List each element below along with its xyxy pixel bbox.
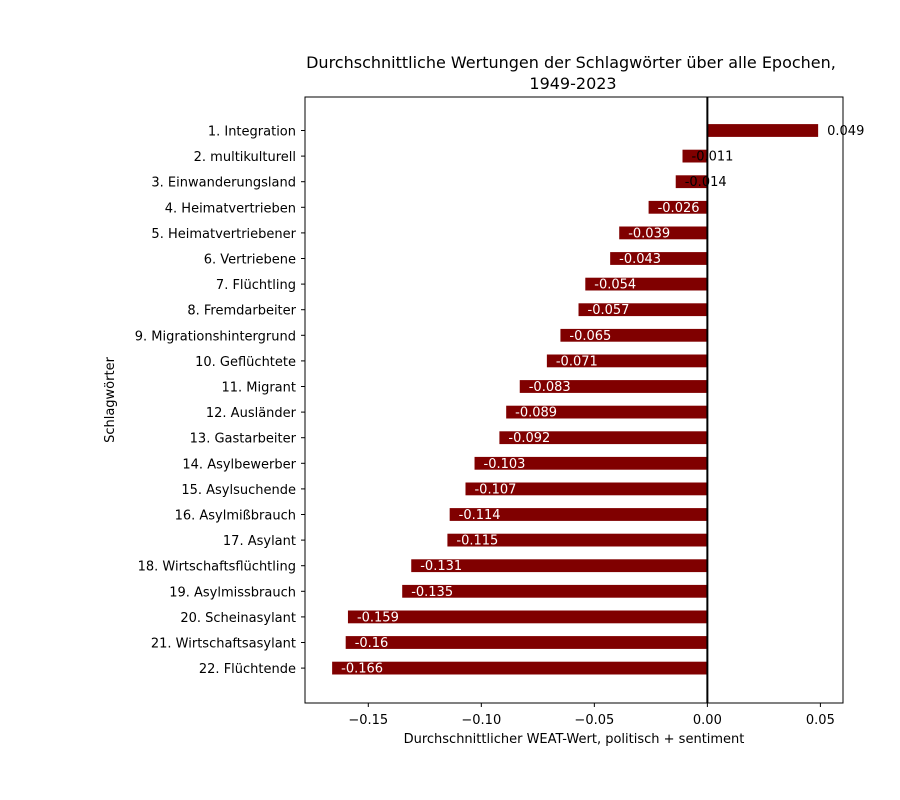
y-tick-label: 10. Geflüchtete xyxy=(195,355,296,370)
bar xyxy=(332,661,708,675)
y-tick-label: 16. Asylmißbrauch xyxy=(175,509,296,524)
bar xyxy=(474,456,708,470)
x-tick-label: −0.05 xyxy=(574,713,614,728)
bar xyxy=(345,636,708,649)
bar xyxy=(675,175,708,189)
bar xyxy=(546,354,708,368)
bar xyxy=(648,200,708,214)
data-label: -0.043 xyxy=(619,252,661,267)
y-tick-label: 2. multikulturell xyxy=(194,150,296,165)
plot-frame xyxy=(304,96,844,704)
y-tick-label: 19. Asylmissbrauch xyxy=(169,585,296,600)
y-tick-label: 5. Heimatvertriebener xyxy=(151,227,296,242)
y-tick-label: 15. Asylsuchende xyxy=(181,483,296,498)
y-tick-label: 7. Flüchtling xyxy=(216,278,296,293)
bar xyxy=(585,277,708,291)
data-label: -0.057 xyxy=(588,303,630,318)
y-tick-label: 21. Wirtschaftsasylant xyxy=(151,637,296,652)
y-tick-label: 18. Wirtschaftsflüchtling xyxy=(138,560,296,575)
y-tick-label: 22. Flüchtende xyxy=(199,662,296,677)
data-label: -0.011 xyxy=(692,150,734,165)
data-label: -0.159 xyxy=(357,610,399,625)
x-tick-label: −0.15 xyxy=(348,713,388,728)
x-tick-label: 0.05 xyxy=(806,713,835,728)
y-axis-ticks: 1. Integration 2. multikulturell 3. Einwan… xyxy=(135,125,305,677)
data-label: -0.071 xyxy=(556,354,598,369)
data-label: -0.054 xyxy=(594,278,636,293)
data-label: -0.135 xyxy=(411,585,453,600)
y-tick-label: 3. Einwanderungsland xyxy=(151,176,296,191)
x-axis-ticks: −0.15 −0.10 −0.05 0.00 0.05 xyxy=(348,703,835,728)
data-label: -0.103 xyxy=(484,457,526,472)
data-label: -0.039 xyxy=(628,226,670,241)
y-tick-label: 9. Migrationshintergrund xyxy=(135,329,296,344)
x-tick-label: −0.10 xyxy=(461,713,501,728)
bars-layer xyxy=(332,124,819,675)
bar xyxy=(610,252,708,265)
bar xyxy=(449,508,708,521)
data-label: 0.049 xyxy=(827,124,864,139)
y-tick-label: 11. Migrant xyxy=(221,381,296,396)
y-tick-label: 17. Asylant xyxy=(223,534,296,549)
bar xyxy=(619,226,708,240)
x-axis-label: Durchschnittlicher WEAT-Wert, politisch … xyxy=(404,732,745,747)
x-tick-label: 0.00 xyxy=(693,713,722,728)
data-label: -0.026 xyxy=(658,201,700,216)
bar xyxy=(682,149,708,163)
data-label: -0.065 xyxy=(569,329,611,344)
bar xyxy=(347,610,708,624)
data-label: -0.014 xyxy=(685,175,727,190)
y-tick-label: 8. Fremdarbeiter xyxy=(187,304,296,319)
bar xyxy=(402,584,708,598)
y-tick-label: 12. Ausländer xyxy=(206,406,297,421)
y-axis-label: Schlagwörter xyxy=(103,356,118,442)
data-label: -0.114 xyxy=(459,508,501,523)
y-tick-label: 13. Gastarbeiter xyxy=(190,432,297,447)
data-label: -0.089 xyxy=(515,406,557,421)
y-tick-label: 1. Integration xyxy=(208,125,296,140)
bar xyxy=(506,405,708,419)
bar xyxy=(411,559,708,573)
value-labels-layer: 0.049 -0.011 -0.014 -0.026 -0.039 -0.043 -0.05… xyxy=(341,124,864,677)
y-tick-label: 6. Vertriebene xyxy=(204,253,296,268)
y-tick-label: 14. Asylbewerber xyxy=(182,457,296,472)
bar xyxy=(519,380,708,393)
data-label: -0.092 xyxy=(508,431,550,446)
data-label: -0.131 xyxy=(420,559,462,574)
bar xyxy=(578,303,708,317)
y-tick-label: 20. Scheinasylant xyxy=(180,611,296,626)
bar xyxy=(499,431,708,445)
data-label: -0.166 xyxy=(341,662,383,677)
chart-subtitle: 1949-2023 xyxy=(529,74,616,93)
bar xyxy=(465,482,708,496)
chart-title: Durchschnittliche Wertungen der Schlagwö… xyxy=(306,53,836,72)
data-label: -0.115 xyxy=(456,534,498,549)
y-tick-label: 4. Heimatvertrieben xyxy=(165,201,296,216)
data-label: -0.083 xyxy=(529,380,571,395)
data-label: -0.107 xyxy=(474,482,516,497)
data-label: -0.16 xyxy=(355,636,389,651)
bar xyxy=(447,533,708,547)
bar xyxy=(560,328,708,342)
bar xyxy=(707,124,819,137)
